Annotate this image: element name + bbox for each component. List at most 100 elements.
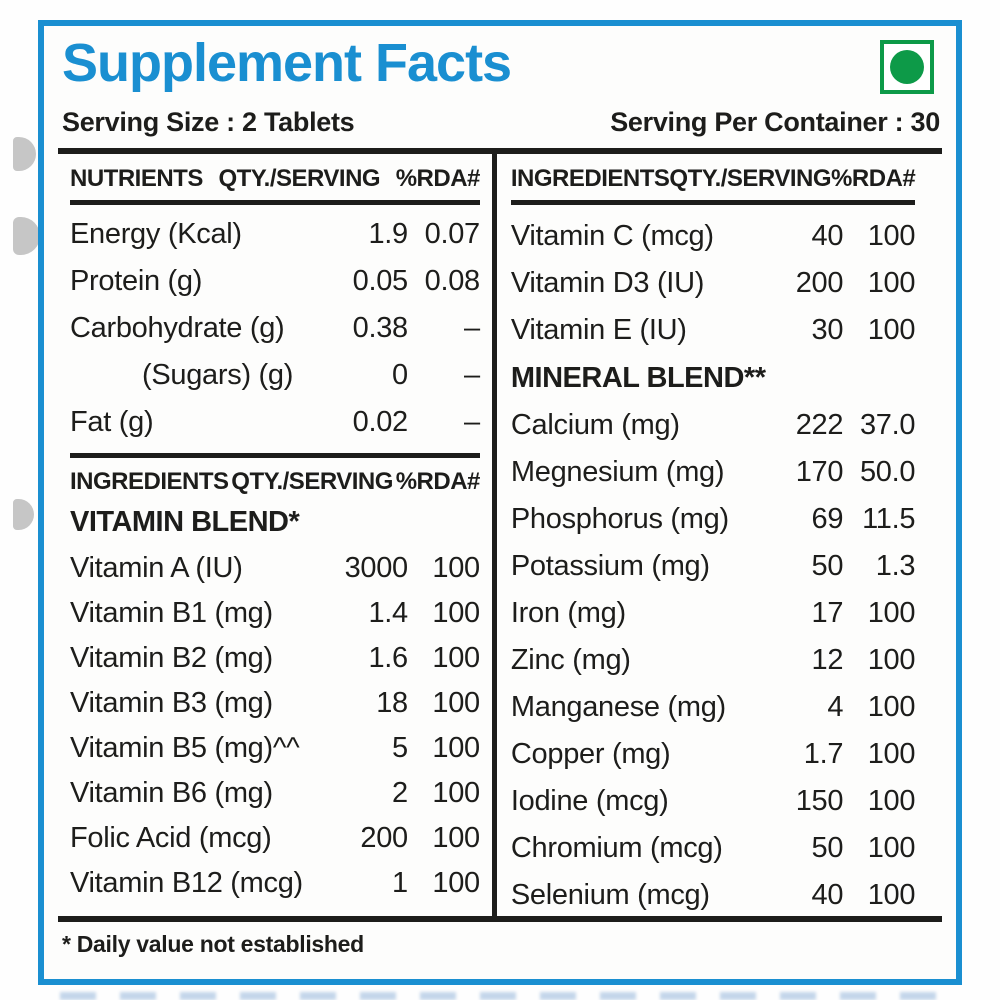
- row-rda: 50.0: [859, 456, 916, 488]
- background-artifact: [13, 137, 36, 171]
- row-rda: 100: [867, 738, 916, 770]
- table-row: Carbohydrate (g) 0.38 –: [70, 305, 480, 352]
- mineral-blend-rows: Calcium (mg) 222 37.0 Megnesium (mg) 170…: [510, 402, 916, 916]
- row-qty: 2: [392, 777, 408, 809]
- table-row: Vitamin D3 (IU) 200 100: [511, 260, 916, 307]
- serving-size-text: Serving Size : 2 Tablets: [62, 107, 355, 137]
- row-rda: 100: [867, 644, 916, 676]
- row-name: Vitamin B3 (mg): [70, 687, 273, 719]
- row-qty: 0.02: [352, 406, 409, 438]
- row-rda: 100: [867, 879, 916, 911]
- row-qty: 69: [811, 503, 844, 535]
- row-qty: 200: [360, 822, 408, 854]
- table-row: Phosphorus (mg) 69 11.5: [510, 496, 916, 543]
- row-name: Vitamin B5 (mg)^^: [70, 732, 300, 764]
- row-rda: 100: [432, 552, 480, 584]
- row-rda: 100: [867, 597, 916, 629]
- serving-per-container-text: Serving Per Container : 30: [610, 107, 940, 137]
- header-qty-serving: QTY./SERVING: [231, 468, 393, 495]
- table-row: Chromium (mcg) 50 100: [510, 825, 916, 872]
- header-qty-serving: QTY./SERVING: [218, 165, 381, 192]
- table-row: Copper (mg) 1.7 100: [510, 731, 916, 778]
- green-dot: [890, 50, 924, 84]
- table-row: Vitamin B1 (mg) 1.4 100: [70, 591, 480, 636]
- row-qty: 30: [811, 314, 844, 346]
- facts-table: NUTRIENTS QTY./SERVING %RDA# Energy (Kca…: [58, 148, 942, 922]
- header-ingredients: INGREDIENTS: [510, 165, 670, 192]
- header-rda: %RDA#: [395, 165, 481, 192]
- row-qty: 222: [795, 409, 844, 441]
- row-qty: 1.6: [368, 642, 408, 674]
- row-name: Folic Acid (mcg): [70, 822, 272, 854]
- row-name: Vitamin B2 (mg): [70, 642, 273, 674]
- row-rda: 100: [432, 867, 480, 899]
- row-qty: 150: [795, 785, 844, 817]
- row-rda: 100: [432, 777, 480, 809]
- table-row: Potassium (mg) 50 1.3: [511, 543, 916, 590]
- row-rda: –: [464, 359, 480, 391]
- table-row: Megnesium (mg) 170 50.0: [510, 449, 916, 496]
- row-name: Selenium (mcg): [510, 879, 710, 911]
- row-name: Iodine (mcg): [510, 785, 669, 817]
- row-name: Megnesium (mg): [510, 456, 725, 488]
- row-qty: 0.05: [352, 265, 409, 297]
- vitamin-blend-rows: Vitamin A (IU) 3000 100 Vitamin B1 (mg) …: [70, 546, 480, 906]
- row-name: Iron (mg): [510, 597, 626, 629]
- row-rda: –: [464, 312, 480, 344]
- table-row: Manganese (mg) 4 100: [511, 684, 916, 731]
- table-row: Protein (g) 0.05 0.08: [70, 258, 480, 305]
- table-row: Iron (mg) 17 100: [510, 590, 916, 637]
- row-name: Copper (mg): [510, 738, 671, 770]
- row-name: Phosphorus (mg): [510, 503, 729, 535]
- table-row: Vitamin A (IU) 3000 100: [70, 546, 480, 591]
- table-row: Vitamin B6 (mg) 2 100: [70, 771, 480, 816]
- ingredients-column: INGREDIENTS QTY./SERVING %RDA# Vitamin C…: [497, 154, 942, 916]
- vegetarian-dot-icon: [880, 40, 934, 94]
- row-name: Vitamin E (IU): [510, 314, 687, 346]
- row-qty: 1.4: [368, 597, 408, 629]
- row-rda: 100: [432, 597, 480, 629]
- row-rda: 100: [867, 785, 916, 817]
- supplement-facts-label: Supplement Facts Serving Size : 2 Tablet…: [38, 20, 962, 985]
- row-qty: 0.38: [352, 312, 409, 344]
- row-rda: 100: [867, 832, 916, 864]
- table-row: Vitamin C (mcg) 40 100: [511, 213, 916, 260]
- header-qty-serving: QTY./SERVING: [669, 165, 832, 192]
- table-row: Selenium (mcg) 40 100: [510, 872, 916, 916]
- row-qty: 3000: [344, 552, 409, 584]
- row-name: Zinc (mg): [510, 644, 631, 676]
- row-rda: 100: [867, 314, 916, 346]
- table-row: (Sugars) (g) 0 –: [70, 352, 480, 399]
- table-row: Vitamin B3 (mg) 18 100: [70, 681, 480, 726]
- row-rda: 100: [867, 220, 916, 252]
- row-qty: 5: [392, 732, 408, 764]
- row-rda: –: [464, 406, 480, 438]
- row-rda: 0.08: [424, 265, 481, 297]
- row-rda: 100: [432, 642, 480, 674]
- row-name: Vitamin A (IU): [70, 552, 243, 584]
- table-row: Vitamin B5 (mg)^^ 5 100: [70, 726, 480, 771]
- row-name: Fat (g): [70, 406, 154, 438]
- row-qty: 0: [392, 359, 408, 391]
- row-qty: 12: [811, 644, 844, 676]
- nutrients-column: NUTRIENTS QTY./SERVING %RDA# Energy (Kca…: [58, 154, 497, 916]
- row-rda: 1.3: [875, 550, 916, 582]
- row-rda: 100: [432, 822, 480, 854]
- row-qty: 40: [811, 220, 844, 252]
- vitamin-blend-title: VITAMIN BLEND*: [70, 506, 300, 538]
- nutrients-header-row: NUTRIENTS QTY./SERVING %RDA#: [70, 154, 480, 205]
- row-name: Chromium (mcg): [510, 832, 723, 864]
- table-row: Folic Acid (mcg) 200 100: [70, 816, 480, 861]
- background-artifact: [13, 217, 40, 255]
- mineral-blend-title: MINERAL BLEND**: [510, 362, 766, 394]
- row-name: Energy (Kcal): [70, 218, 242, 250]
- row-name: Calcium (mg): [510, 409, 680, 441]
- vitamin-rows-right: Vitamin C (mcg) 40 100 Vitamin D3 (IU) 2…: [510, 205, 916, 354]
- row-qty: 200: [795, 267, 844, 299]
- row-rda: 100: [432, 732, 480, 764]
- table-row: Iodine (mcg) 150 100: [510, 778, 916, 825]
- row-qty: 50: [811, 550, 844, 582]
- header-rda: %RDA#: [395, 468, 481, 495]
- row-name: Vitamin B12 (mcg): [70, 867, 303, 899]
